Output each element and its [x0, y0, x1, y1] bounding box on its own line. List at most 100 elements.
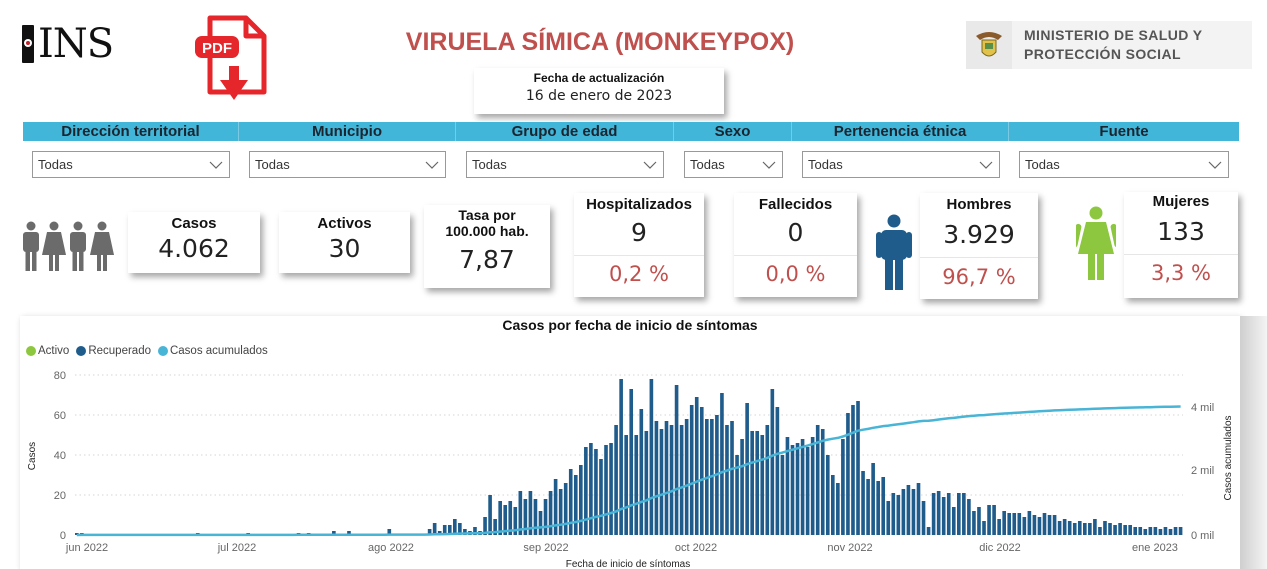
- bar-recuperado[interactable]: [649, 379, 654, 535]
- bar-recuperado[interactable]: [684, 419, 689, 535]
- bar-recuperado[interactable]: [977, 507, 981, 535]
- bar-recuperado[interactable]: [881, 477, 886, 535]
- dropdown-municipio[interactable]: Todas: [249, 151, 446, 178]
- bar-recuperado[interactable]: [1178, 527, 1183, 535]
- line-casos-acumulados[interactable]: [76, 405, 1181, 537]
- bar-recuperado[interactable]: [775, 407, 780, 535]
- bar-recuperado[interactable]: [387, 529, 392, 535]
- bar-recuperado[interactable]: [508, 501, 513, 535]
- legend-item-activo[interactable]: Activo: [26, 345, 69, 357]
- bar-recuperado[interactable]: [1002, 511, 1006, 535]
- bar-recuperado[interactable]: [493, 519, 497, 535]
- bar-recuperado[interactable]: [644, 431, 649, 535]
- bar-recuperado[interactable]: [750, 431, 754, 535]
- bar-recuperado[interactable]: [740, 439, 744, 535]
- bar-recuperado[interactable]: [896, 495, 901, 535]
- bar-recuperado[interactable]: [498, 501, 502, 535]
- bar-recuperado[interactable]: [861, 471, 865, 535]
- bar-recuperado[interactable]: [1088, 523, 1092, 535]
- bar-recuperado[interactable]: [765, 425, 770, 535]
- bar-recuperado[interactable]: [463, 529, 467, 535]
- bar-recuperado[interactable]: [957, 493, 961, 535]
- pdf-download-button[interactable]: PDF: [192, 14, 270, 106]
- bar-recuperado[interactable]: [901, 489, 906, 535]
- bar-recuperado[interactable]: [1057, 521, 1062, 535]
- legend-item-acumulados[interactable]: Casos acumulados: [157, 345, 268, 357]
- bar-recuperado[interactable]: [921, 501, 926, 535]
- bar-recuperado[interactable]: [1118, 523, 1122, 535]
- dropdown-direccion-territorial[interactable]: Todas: [32, 151, 230, 178]
- bar-recuperado[interactable]: [1123, 525, 1127, 535]
- bar-recuperado[interactable]: [1128, 525, 1132, 535]
- bar-recuperado[interactable]: [1098, 527, 1102, 535]
- bar-recuperado[interactable]: [589, 443, 593, 535]
- bar-recuperado[interactable]: [609, 443, 613, 535]
- dropdown-pertenencia-etnica[interactable]: Todas: [802, 151, 1000, 178]
- page-scrollbar[interactable]: [1240, 316, 1267, 569]
- bar-recuperado[interactable]: [1108, 523, 1112, 535]
- bar-recuperado[interactable]: [745, 403, 749, 535]
- bar-recuperado[interactable]: [533, 499, 538, 535]
- bar-recuperado[interactable]: [926, 527, 931, 535]
- bar-recuperado[interactable]: [946, 493, 951, 535]
- dropdown-sexo[interactable]: Todas: [684, 151, 783, 178]
- bar-recuperado[interactable]: [1067, 521, 1072, 535]
- bar-recuperado[interactable]: [543, 499, 548, 535]
- bar-recuperado[interactable]: [916, 483, 921, 535]
- bar-recuperado[interactable]: [1148, 527, 1153, 535]
- bar-recuperado[interactable]: [1017, 513, 1022, 535]
- dropdown-fuente[interactable]: Todas: [1019, 151, 1229, 178]
- bar-recuperado[interactable]: [1042, 513, 1047, 535]
- bar-recuperado[interactable]: [841, 439, 845, 535]
- bar-recuperado[interactable]: [659, 429, 664, 535]
- bar-recuperado[interactable]: [629, 389, 634, 535]
- bar-recuperado[interactable]: [800, 439, 805, 535]
- bar-recuperado[interactable]: [664, 421, 669, 535]
- bar-recuperado[interactable]: [1022, 517, 1027, 535]
- bar-recuperado[interactable]: [1032, 515, 1037, 535]
- bar-recuperado[interactable]: [1062, 519, 1067, 535]
- bar-recuperado[interactable]: [669, 425, 674, 535]
- dropdown-grupo-edad[interactable]: Todas: [466, 151, 664, 178]
- bar-recuperado[interactable]: [831, 475, 835, 535]
- bar-recuperado[interactable]: [437, 531, 442, 535]
- bar-recuperado[interactable]: [987, 505, 991, 535]
- bar-recuperado[interactable]: [573, 475, 578, 535]
- bar-recuperado[interactable]: [442, 525, 447, 535]
- bar-recuperado[interactable]: [820, 429, 825, 535]
- bar-recuperado[interactable]: [1012, 513, 1017, 535]
- bar-recuperado[interactable]: [730, 421, 734, 535]
- bar-recuperado[interactable]: [488, 495, 492, 535]
- bar-recuperado[interactable]: [911, 489, 916, 535]
- bar-recuperado[interactable]: [876, 481, 880, 535]
- bar-recuperado[interactable]: [1072, 523, 1077, 535]
- bar-recuperado[interactable]: [936, 491, 941, 535]
- bar-recuperado[interactable]: [891, 493, 896, 535]
- bar-recuperado[interactable]: [967, 499, 971, 535]
- bar-recuperado[interactable]: [453, 519, 457, 535]
- bar-recuperado[interactable]: [992, 505, 996, 535]
- bar-recuperado[interactable]: [568, 469, 573, 535]
- bar-recuperado[interactable]: [694, 397, 699, 535]
- bar-recuperado[interactable]: [997, 519, 1001, 535]
- bar-recuperado[interactable]: [1077, 521, 1082, 535]
- bar-recuperado[interactable]: [846, 413, 850, 535]
- bar-recuperado[interactable]: [619, 379, 623, 535]
- bar-recuperado[interactable]: [458, 523, 462, 535]
- bar-recuperado[interactable]: [1007, 513, 1012, 535]
- bar-recuperado[interactable]: [1158, 529, 1163, 535]
- bar-recuperado[interactable]: [795, 443, 800, 535]
- bar-recuperado[interactable]: [528, 491, 533, 535]
- bar-recuperado[interactable]: [856, 401, 860, 535]
- bar-recuperado[interactable]: [1168, 529, 1173, 535]
- bar-recuperado[interactable]: [1093, 519, 1097, 535]
- bar-recuperado[interactable]: [654, 421, 659, 535]
- bar-recuperado[interactable]: [1153, 527, 1158, 535]
- bar-recuperado[interactable]: [982, 521, 986, 535]
- bar-recuperado[interactable]: [836, 483, 840, 535]
- bar-recuperado[interactable]: [871, 463, 875, 535]
- bar-recuperado[interactable]: [1103, 521, 1107, 535]
- bar-recuperado[interactable]: [810, 437, 815, 535]
- bar-recuperado[interactable]: [614, 425, 618, 535]
- bar-recuperado[interactable]: [523, 499, 528, 535]
